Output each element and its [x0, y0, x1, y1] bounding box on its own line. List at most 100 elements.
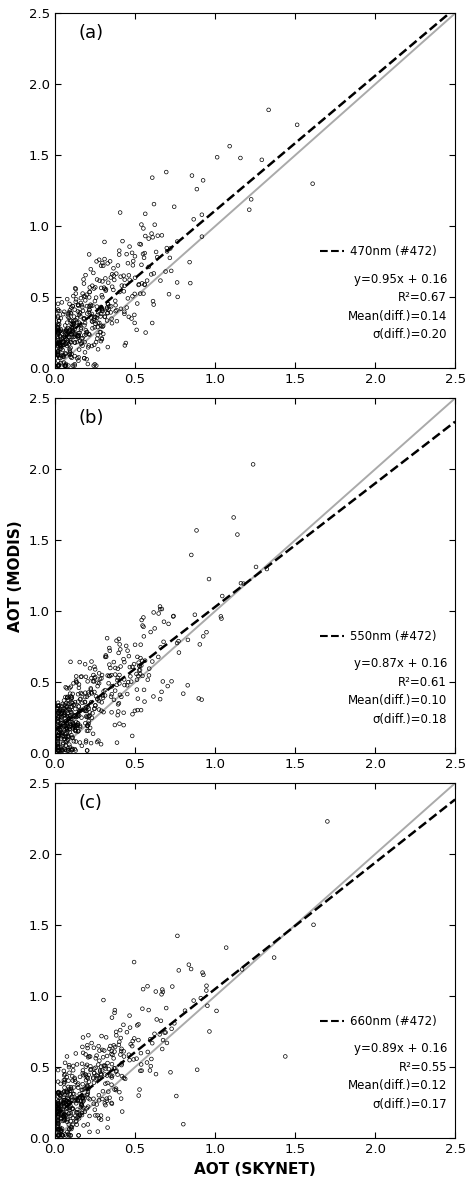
- Point: [62, 322, 69, 341]
- Point: [56, 1101, 64, 1120]
- Point: [106, 641, 114, 660]
- Point: [66, 340, 73, 359]
- Point: [56, 1084, 64, 1103]
- Point: [147, 265, 155, 284]
- Point: [137, 635, 145, 654]
- Point: [96, 1061, 104, 1080]
- Point: [173, 273, 181, 292]
- Point: [118, 1039, 125, 1058]
- Point: [149, 292, 157, 310]
- Point: [59, 1100, 66, 1119]
- Point: [120, 703, 128, 722]
- Point: [55, 735, 62, 754]
- Point: [58, 1119, 66, 1138]
- Point: [100, 991, 107, 1010]
- Point: [91, 696, 99, 715]
- Point: [82, 700, 89, 719]
- Point: [169, 607, 177, 626]
- Point: [63, 706, 71, 725]
- Point: [94, 1122, 101, 1141]
- Point: [108, 1008, 116, 1027]
- Point: [76, 718, 84, 737]
- Point: [95, 674, 103, 693]
- Point: [55, 328, 62, 347]
- Point: [60, 699, 67, 718]
- Point: [88, 337, 96, 356]
- Point: [68, 319, 76, 338]
- Point: [60, 353, 68, 372]
- Point: [56, 335, 64, 354]
- Point: [62, 725, 69, 744]
- Point: [118, 1053, 126, 1072]
- Point: [68, 348, 75, 367]
- Point: [108, 309, 115, 328]
- Point: [146, 1061, 154, 1080]
- Point: [55, 345, 62, 364]
- Point: [56, 717, 64, 736]
- Point: [59, 741, 66, 760]
- Point: [136, 656, 143, 675]
- Point: [67, 710, 74, 729]
- Point: [86, 706, 93, 725]
- Point: [65, 1071, 73, 1090]
- Point: [78, 1095, 85, 1114]
- Point: [186, 274, 194, 293]
- Point: [56, 720, 64, 739]
- Point: [55, 348, 63, 367]
- Point: [69, 713, 77, 732]
- Point: [90, 1038, 98, 1057]
- Legend: 470nm (#472): 470nm (#472): [316, 241, 441, 263]
- Point: [174, 288, 182, 307]
- Point: [62, 712, 70, 731]
- Point: [70, 732, 78, 751]
- Point: [61, 1110, 68, 1129]
- Point: [83, 741, 91, 760]
- Point: [158, 980, 166, 999]
- Point: [72, 1044, 80, 1063]
- Point: [64, 1089, 71, 1108]
- Point: [95, 1109, 103, 1128]
- Point: [55, 1108, 62, 1127]
- Point: [134, 700, 141, 719]
- Point: [72, 732, 80, 751]
- Point: [63, 1100, 70, 1119]
- Point: [126, 658, 134, 677]
- Point: [62, 719, 69, 738]
- Point: [113, 1062, 120, 1081]
- Point: [117, 1029, 125, 1048]
- Point: [84, 338, 92, 357]
- Point: [71, 706, 78, 725]
- Point: [95, 700, 103, 719]
- Point: [69, 320, 77, 339]
- Point: [156, 1025, 164, 1044]
- Point: [135, 275, 143, 294]
- Point: [159, 1031, 167, 1050]
- Point: [127, 667, 134, 686]
- Point: [113, 301, 120, 320]
- Point: [222, 939, 230, 957]
- Point: [75, 326, 82, 345]
- Point: [80, 309, 88, 328]
- Point: [131, 702, 139, 720]
- Point: [55, 1102, 62, 1121]
- Point: [55, 1114, 62, 1133]
- Point: [83, 716, 91, 735]
- Point: [114, 694, 122, 713]
- Point: [116, 635, 123, 654]
- Point: [94, 677, 101, 696]
- Point: [70, 287, 77, 306]
- Point: [110, 267, 118, 286]
- Point: [55, 1126, 63, 1145]
- Point: [124, 289, 132, 308]
- Point: [55, 1110, 62, 1129]
- Point: [67, 1126, 74, 1145]
- Point: [69, 1066, 76, 1085]
- Point: [162, 1023, 169, 1042]
- Point: [68, 1087, 76, 1106]
- Point: [68, 319, 76, 338]
- Point: [197, 988, 205, 1007]
- Point: [69, 357, 77, 376]
- Point: [55, 1098, 62, 1117]
- Point: [84, 697, 92, 716]
- Point: [98, 300, 106, 319]
